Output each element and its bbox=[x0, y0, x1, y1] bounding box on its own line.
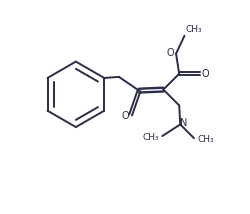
Text: O: O bbox=[121, 111, 129, 121]
Text: O: O bbox=[200, 69, 208, 79]
Text: O: O bbox=[166, 48, 174, 58]
Text: CH₃: CH₃ bbox=[196, 135, 213, 144]
Text: N: N bbox=[179, 118, 186, 128]
Text: CH₃: CH₃ bbox=[185, 25, 201, 34]
Text: CH₃: CH₃ bbox=[142, 133, 158, 142]
